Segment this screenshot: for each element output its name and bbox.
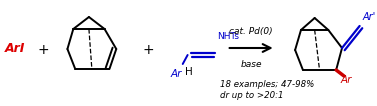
Text: 18 examples; 47-98%: 18 examples; 47-98% xyxy=(220,80,314,89)
Text: Ar: Ar xyxy=(171,69,182,79)
Text: Ar': Ar' xyxy=(363,12,376,22)
Text: H: H xyxy=(185,67,193,77)
Text: +: + xyxy=(37,43,49,57)
Text: dr up to >20:1: dr up to >20:1 xyxy=(220,91,284,100)
Text: cat. Pd(0): cat. Pd(0) xyxy=(229,27,273,36)
Text: ArI: ArI xyxy=(5,42,25,54)
Text: +: + xyxy=(143,43,154,57)
Text: Ar: Ar xyxy=(341,75,352,85)
Text: base: base xyxy=(241,60,262,69)
Text: NHTs: NHTs xyxy=(217,32,239,41)
